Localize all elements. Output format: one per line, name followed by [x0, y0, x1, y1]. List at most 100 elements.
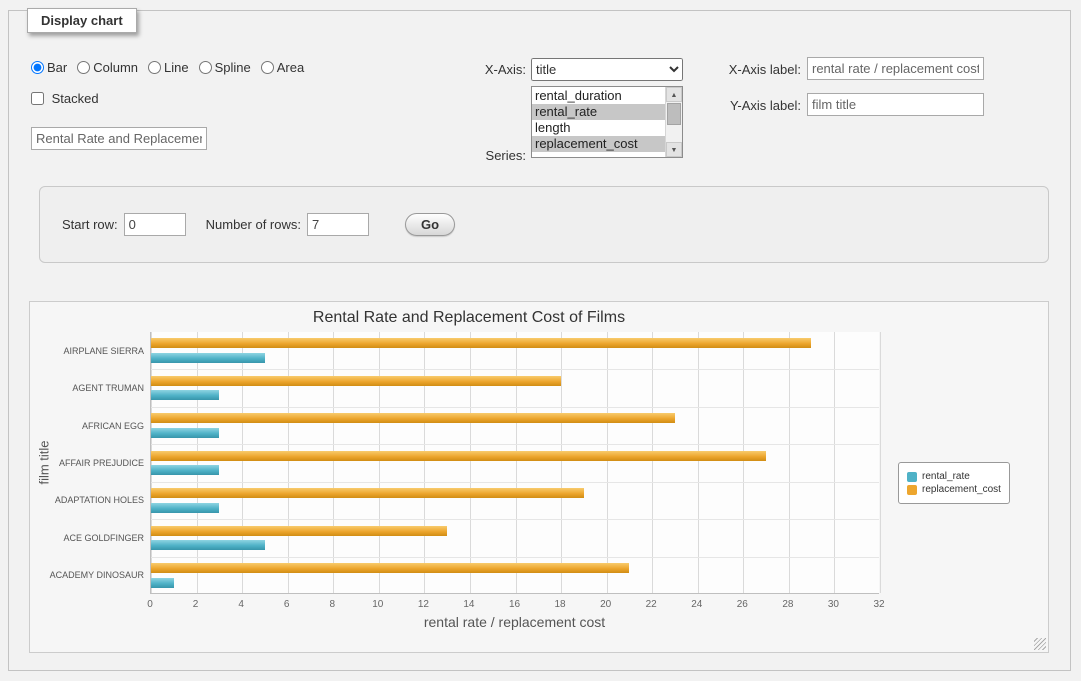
rows-panel: Start row: Number of rows: Go	[39, 186, 1049, 263]
x-tick-label: 14	[454, 599, 484, 610]
series-listbox[interactable]: rental_durationrental_ratelengthreplacem…	[531, 86, 683, 158]
bar-replacement_cost	[151, 338, 811, 348]
chart-type-radio-column[interactable]	[77, 61, 90, 74]
bar-replacement_cost	[151, 563, 629, 573]
y-category-label: ADAPTATION HOLES	[34, 495, 144, 505]
start-row-input[interactable]	[124, 213, 186, 236]
x-tick-label: 22	[636, 599, 666, 610]
scrollbar-thumb[interactable]	[667, 103, 681, 125]
gridline	[288, 332, 289, 593]
gridline	[607, 332, 608, 593]
y-category-label: AFFAIR PREJUDICE	[34, 458, 144, 468]
num-rows-input[interactable]	[307, 213, 369, 236]
x-tick-label: 10	[363, 599, 393, 610]
band-line	[151, 557, 879, 558]
stacked-checkbox[interactable]	[31, 92, 44, 105]
chart-type-option-area[interactable]: Area	[261, 60, 304, 75]
gridline	[561, 332, 562, 593]
y-category-label: ACE GOLDFINGER	[34, 533, 144, 543]
y-axis-label-label: Y-Axis label:	[699, 98, 801, 113]
x-tick-label: 12	[408, 599, 438, 610]
gridline	[834, 332, 835, 593]
display-chart-fieldset: Display chart Bar Column Line Spline Area St…	[8, 10, 1071, 671]
y-axis-label-input[interactable]	[807, 93, 984, 116]
chart-panel: Rental Rate and Replacement Cost of Film…	[29, 301, 1049, 653]
chart-type-option-column[interactable]: Column	[77, 60, 138, 75]
bar-rental_rate	[151, 540, 265, 550]
legend-swatch-replacement_cost	[907, 485, 917, 495]
bar-rental_rate	[151, 390, 219, 400]
radio-text: Bar	[47, 60, 67, 75]
stacked-option[interactable]: Stacked	[31, 91, 99, 106]
bar-replacement_cost	[151, 413, 675, 423]
series-listbox-label: Series:	[454, 148, 526, 163]
x-axis-select[interactable]: title	[531, 58, 683, 81]
num-rows-label: Number of rows:	[206, 217, 301, 232]
chart-type-radio-area[interactable]	[261, 61, 274, 74]
radio-text: Line	[164, 60, 189, 75]
y-category-label: AGENT TRUMAN	[34, 383, 144, 393]
legend-item-replacement_cost[interactable]: replacement_cost	[907, 484, 1001, 495]
legend-item-rental_rate[interactable]: rental_rate	[907, 471, 1001, 482]
band-line	[151, 519, 879, 520]
x-tick-label: 2	[181, 599, 211, 610]
series-options: rental_durationrental_ratelengthreplacem…	[532, 88, 665, 152]
bar-replacement_cost	[151, 451, 766, 461]
x-tick-label: 4	[226, 599, 256, 610]
gridline	[379, 332, 380, 593]
bar-replacement_cost	[151, 526, 447, 536]
chart-type-radio-group: Bar Column Line Spline Area	[31, 60, 314, 75]
series-option-replacement_cost[interactable]: replacement_cost	[532, 136, 665, 152]
gridline	[151, 332, 152, 593]
y-category-label: AFRICAN EGG	[34, 421, 144, 431]
resize-grip-icon[interactable]	[1034, 638, 1046, 650]
series-option-rental_rate[interactable]: rental_rate	[532, 104, 665, 120]
bar-rental_rate	[151, 503, 219, 513]
gridline	[743, 332, 744, 593]
bar-rental_rate	[151, 353, 265, 363]
go-button[interactable]: Go	[405, 213, 455, 236]
gridline	[242, 332, 243, 593]
x-tick-label: 32	[864, 599, 894, 610]
series-option-length[interactable]: length	[532, 120, 665, 136]
x-tick-label: 8	[317, 599, 347, 610]
gridline	[789, 332, 790, 593]
gridline	[333, 332, 334, 593]
chart-title-input[interactable]	[31, 127, 207, 150]
gridline	[652, 332, 653, 593]
x-tick-label: 18	[545, 599, 575, 610]
radio-text: Column	[93, 60, 138, 75]
radio-text: Area	[277, 60, 304, 75]
fieldset-legend: Display chart	[27, 8, 137, 33]
bar-replacement_cost	[151, 488, 584, 498]
chart-type-option-bar[interactable]: Bar	[31, 60, 67, 75]
x-axis-select-label: X-Axis:	[454, 62, 526, 77]
chart-type-option-line[interactable]: Line	[148, 60, 189, 75]
x-axis-label-input[interactable]	[807, 57, 984, 80]
band-line	[151, 482, 879, 483]
x-tick-label: 24	[682, 599, 712, 610]
chart-type-radio-spline[interactable]	[199, 61, 212, 74]
x-tick-label: 30	[818, 599, 848, 610]
gridline	[197, 332, 198, 593]
chart-type-option-spline[interactable]: Spline	[199, 60, 251, 75]
x-tick-label: 6	[272, 599, 302, 610]
scroll-down-icon[interactable]: ▼	[666, 142, 682, 157]
band-line	[151, 407, 879, 408]
chart-type-radio-line[interactable]	[148, 61, 161, 74]
x-tick-label: 16	[500, 599, 530, 610]
chart-type-radio-bar[interactable]	[31, 61, 44, 74]
bar-rental_rate	[151, 465, 219, 475]
series-option-rental_duration[interactable]: rental_duration	[532, 88, 665, 104]
gridline	[880, 332, 881, 593]
bar-rental_rate	[151, 578, 174, 588]
bar-rental_rate	[151, 428, 219, 438]
listbox-scrollbar[interactable]: ▲ ▼	[665, 87, 682, 157]
start-row-label: Start row:	[62, 217, 118, 232]
chart-title: Rental Rate and Replacement Cost of Film…	[30, 309, 908, 327]
x-axis-label-label: X-Axis label:	[699, 62, 801, 77]
bar-replacement_cost	[151, 376, 561, 386]
band-line	[151, 444, 879, 445]
scroll-up-icon[interactable]: ▲	[666, 87, 682, 102]
chart-legend: rental_rate replacement_cost	[898, 462, 1010, 504]
